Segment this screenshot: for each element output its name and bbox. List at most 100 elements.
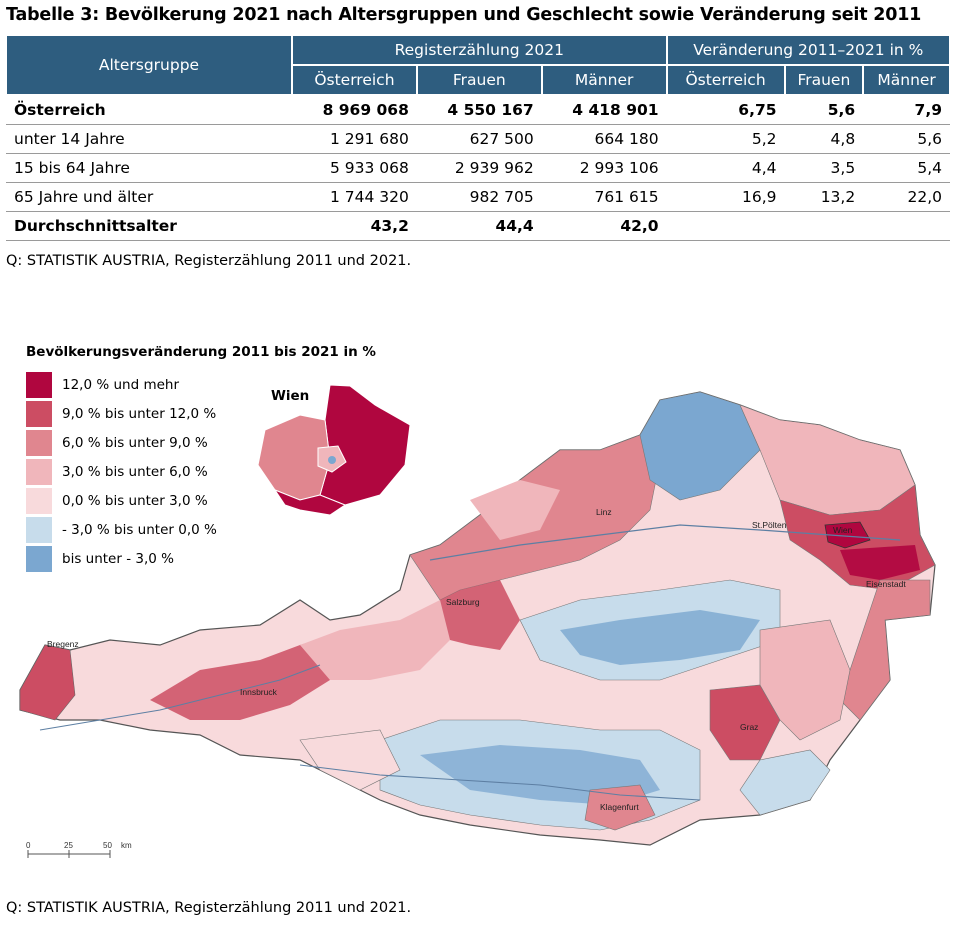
table-cell: 4 550 167 (416, 95, 542, 125)
table-title: Tabelle 3: Bevölkerung 2021 nach Altersg… (6, 5, 922, 25)
row-label: 65 Jahre und älter (6, 182, 292, 212)
svg-text:Linz: Linz (596, 507, 612, 517)
table-cell: 43,2 (292, 211, 417, 241)
subheader-frauen-change: Frauen (783, 64, 865, 96)
table-cell (863, 211, 950, 241)
region-tirol-light (300, 600, 450, 680)
region-wien-city (824, 521, 871, 549)
table-row: unter 14 Jahre 1 291 680 627 500 664 180… (6, 124, 950, 154)
map-source-note: Q: STATISTIK AUSTRIA, Registerzählung 20… (6, 900, 412, 916)
svg-text:Wien: Wien (833, 525, 853, 535)
legend-item: 9,0 % bis unter 12,0 % (26, 399, 217, 428)
scale-tick-25: 25 (64, 841, 73, 850)
city-label-wien: Wien (833, 525, 853, 535)
subheader-maenner: Männer (540, 64, 668, 96)
table-cell: 7,9 (863, 95, 950, 125)
legend-swatch (26, 487, 52, 514)
table-cell: 2 939 962 (416, 153, 542, 183)
city-label-eisenstadt: Eisenstadt (866, 579, 906, 589)
table-row: Österreich 8 969 068 4 550 167 4 418 901… (6, 95, 950, 125)
legend-swatch (26, 545, 52, 572)
table-cell (784, 211, 864, 241)
austria-choropleth-map: Linz St.Pölten Wien Eisenstadt Salzburg … (19, 384, 936, 846)
region-south-styria (739, 749, 831, 816)
header-altersgruppe: Altersgruppe (5, 34, 293, 96)
region-south-wien (840, 545, 920, 580)
header-registerzaehlung: Registerzählung 2021 (291, 34, 668, 66)
subheader-frauen: Frauen (415, 64, 543, 96)
table-cell: 1 744 320 (292, 182, 417, 212)
scale-tick-0: 0 (26, 841, 31, 850)
legend-label: 3,0 % bis unter 6,0 % (62, 463, 208, 480)
wien-inset-south (273, 488, 347, 516)
svg-text:Eisenstadt: Eisenstadt (866, 579, 906, 589)
wien-inset-core (328, 456, 336, 464)
region-bregenz (19, 644, 76, 721)
legend-label: - 3,0 % bis unter 0,0 % (62, 521, 217, 538)
table-cell: 4,8 (784, 124, 864, 154)
legend-label: 12,0 % und mehr (62, 376, 180, 393)
table-source-note: Q: STATISTIK AUSTRIA, Registerzählung 20… (6, 253, 412, 269)
subheader-maenner-change: Männer (862, 64, 951, 96)
svg-text:St.Pölten: St.Pölten (752, 520, 787, 530)
region-east-styria (759, 619, 851, 741)
map-scale-bar: 0 25 50 km (26, 841, 132, 858)
svg-text:Bregenz: Bregenz (47, 639, 79, 649)
wien-inset-map (257, 384, 411, 516)
region-salzburg (440, 580, 520, 650)
row-label: unter 14 Jahre (6, 124, 292, 154)
svg-text:Salzburg: Salzburg (446, 597, 480, 607)
table-cell: 5,4 (863, 153, 950, 183)
region-innviertel (470, 480, 560, 540)
region-burgenland (839, 579, 931, 721)
legend-swatch (26, 516, 52, 543)
legend-swatch (26, 429, 52, 456)
scale-unit: km (121, 841, 132, 850)
legend-item: 6,0 % bis unter 9,0 % (26, 428, 217, 457)
wien-inset-title: Wien (271, 388, 310, 404)
table-row: 15 bis 64 Jahre 5 933 068 2 939 962 2 99… (6, 153, 950, 183)
city-label-bregenz: Bregenz (47, 639, 79, 649)
river-danube (429, 524, 901, 561)
city-label-innsbruck: Innsbruck (240, 687, 278, 697)
scale-tick-50: 50 (103, 841, 112, 850)
svg-text:Klagenfurt: Klagenfurt (600, 802, 639, 812)
city-label-st-poelten: St.Pölten (752, 520, 787, 530)
table-cell: 2 993 106 (541, 153, 667, 183)
city-label-linz: Linz (596, 507, 612, 517)
population-table: Altersgruppe Registerzählung 2021 Veränd… (5, 34, 952, 241)
header-veraenderung: Veränderung 2011–2021 in % (665, 34, 952, 66)
map-legend: 12,0 % und mehr 9,0 % bis unter 12,0 % 6… (26, 370, 217, 573)
table-cell: 5,6 (863, 124, 950, 154)
table-cell (666, 211, 785, 241)
table-cell: 13,2 (784, 182, 864, 212)
subheader-oesterreich: Österreich (291, 64, 418, 96)
row-label: Österreich (6, 95, 292, 125)
table-cell: 4,4 (666, 153, 785, 183)
table-cell: 16,9 (666, 182, 785, 212)
wien-inset-east (319, 384, 411, 506)
river-inn (39, 664, 321, 731)
table-row: Durchschnittsalter 43,2 44,4 42,0 (6, 211, 950, 241)
subheader-oesterreich-change: Österreich (665, 64, 786, 96)
map-legend-title: Bevölkerungsveränderung 2011 bis 2021 in… (26, 344, 376, 360)
table-cell: 5,6 (784, 95, 864, 125)
table-row: 65 Jahre und älter 1 744 320 982 705 761… (6, 182, 950, 212)
svg-text:Graz: Graz (740, 722, 758, 732)
table-cell: 5 933 068 (292, 153, 417, 183)
row-label: 15 bis 64 Jahre (6, 153, 292, 183)
region-east-tyrol (299, 729, 401, 791)
legend-swatch (26, 400, 52, 427)
table-cell: 5,2 (666, 124, 785, 154)
table-cell: 761 615 (541, 182, 667, 212)
table-cell: 664 180 (541, 124, 667, 154)
city-label-klagenfurt: Klagenfurt (600, 802, 639, 812)
row-label: Durchschnittsalter (6, 211, 292, 241)
table-cell: 982 705 (416, 182, 542, 212)
legend-swatch (26, 371, 52, 398)
table-cell: 8 969 068 (292, 95, 417, 125)
legend-item: 0,0 % bis unter 3,0 % (26, 486, 217, 515)
table-cell: 44,4 (416, 211, 542, 241)
legend-label: 0,0 % bis unter 3,0 % (62, 492, 208, 509)
legend-label: 6,0 % bis unter 9,0 % (62, 434, 208, 451)
